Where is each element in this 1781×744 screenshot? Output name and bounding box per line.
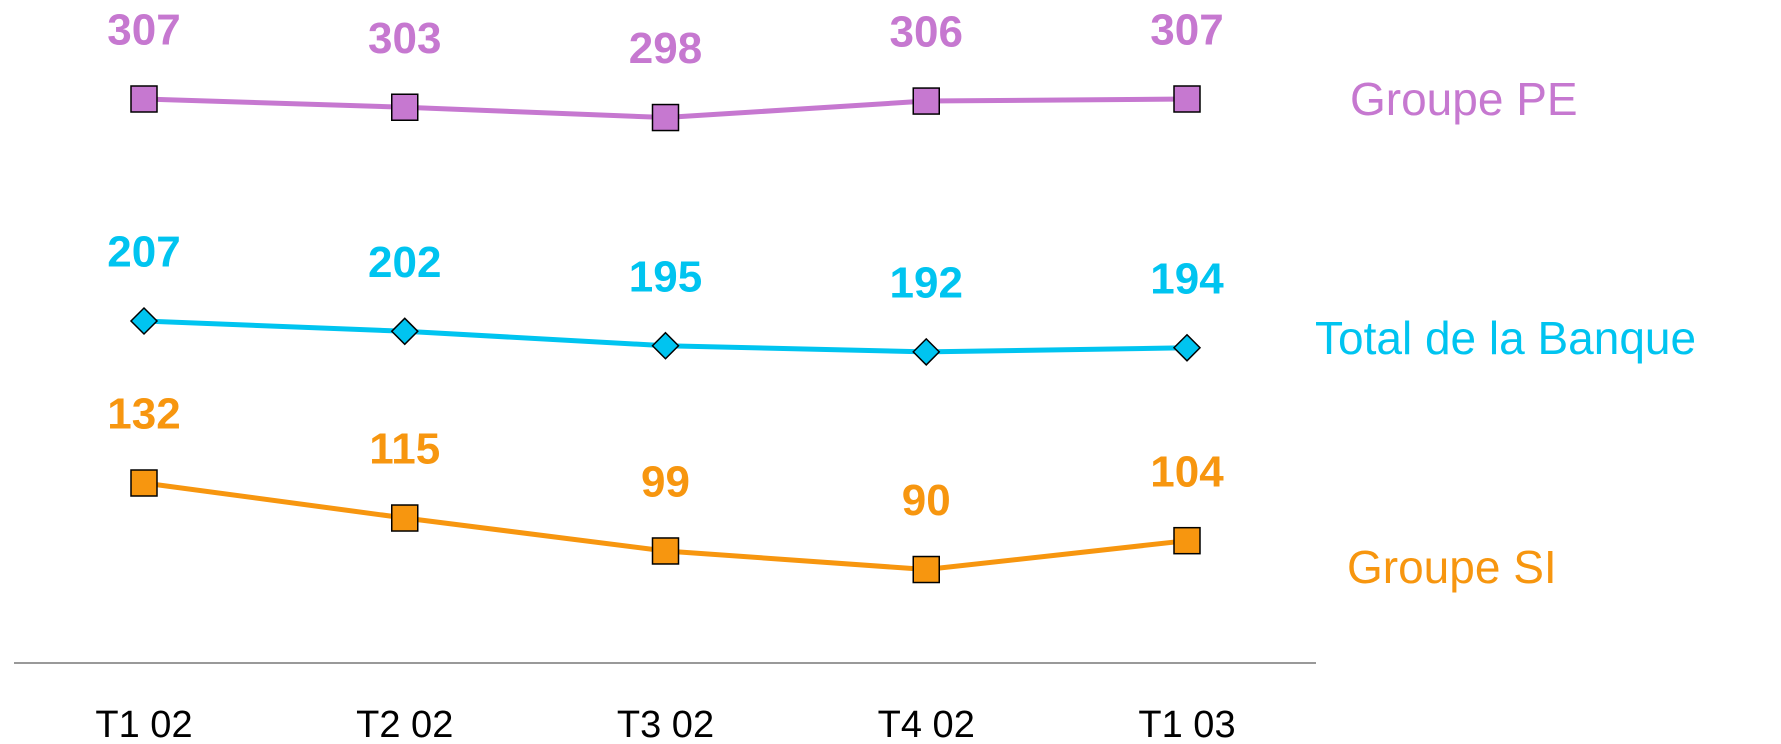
data-label: 90 [902,476,951,525]
data-label: 207 [107,228,180,277]
marker [912,87,940,115]
data-label: 307 [107,6,180,55]
marker [391,93,419,121]
legend-label: Total de la Banque [1315,312,1696,364]
data-label: 115 [369,425,440,474]
marker [651,537,680,565]
x-tick-label: T2 02 [356,704,453,744]
data-label: 104 [1150,447,1224,496]
data-label: 202 [368,238,441,287]
marker [1173,526,1201,555]
legend-label: Groupe PE [1350,73,1578,125]
data-label: 192 [890,259,963,308]
marker [912,337,941,366]
x-tick-label: T1 02 [95,704,192,744]
marker [912,555,940,584]
data-label: 298 [629,24,702,73]
data-label: 99 [641,458,690,507]
data-label: 306 [890,8,963,57]
data-label: 132 [107,390,180,439]
marker [651,331,680,360]
x-tick-label: T1 03 [1138,704,1235,744]
marker [130,85,158,113]
marker [390,317,419,346]
marker [1172,333,1202,362]
marker [129,306,159,336]
marker [130,469,158,497]
x-tick-label: T4 02 [878,704,975,744]
legend-label: Groupe SI [1347,541,1557,593]
marker [1173,85,1201,113]
x-tick-label: T3 02 [617,704,714,744]
data-label: 303 [368,14,441,63]
marker [391,504,419,532]
data-label: 307 [1150,6,1223,55]
marker [651,103,680,132]
data-label: 195 [629,252,702,301]
data-label: 194 [1150,254,1224,303]
